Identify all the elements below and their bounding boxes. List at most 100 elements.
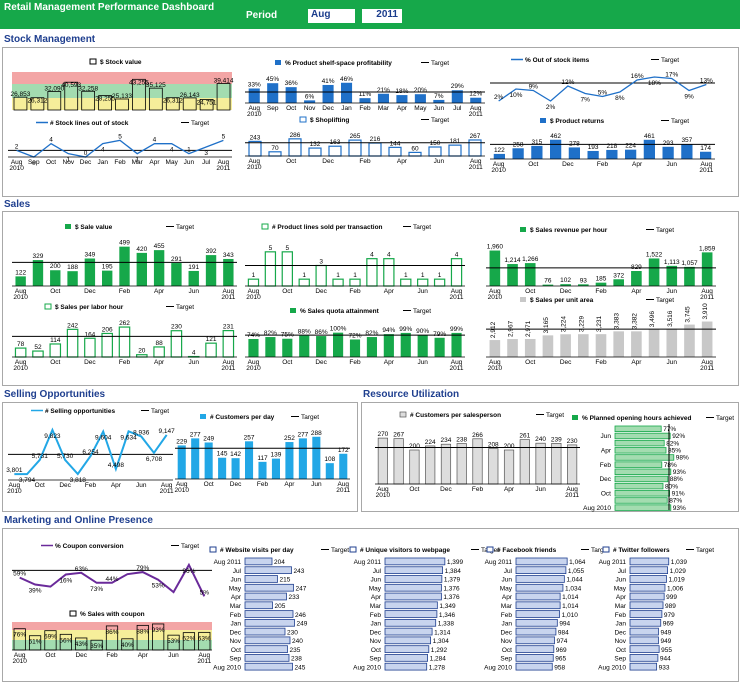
cust_salesperson-data-label: 234: [441, 437, 452, 444]
cust_salesperson-bar: [535, 442, 546, 485]
stock-value-bar: [30, 97, 45, 111]
sales_labor-x-tick: Apr: [154, 359, 165, 366]
twitter-data-label: 1,039: [671, 559, 688, 566]
lines_per_trans-bar: [247, 278, 260, 287]
unique_visitors-category-label: Aug 2011: [354, 559, 382, 566]
website-data-label: 238: [291, 656, 302, 663]
rev_per_hour-x-year-first: 2010: [488, 294, 503, 301]
coupon_conv-legend-label: % Coupon conversion: [55, 543, 124, 550]
facebook-bar: [515, 592, 561, 601]
per_area-x-tick: Feb: [595, 359, 607, 366]
unique_visitors-bar: [384, 592, 442, 601]
website-bar: [244, 583, 294, 592]
rev_per_hour-data-label: 1,859: [699, 245, 716, 252]
lines_oos-data-label: 4: [153, 137, 157, 144]
sale_value-data-label: 188: [67, 264, 78, 271]
cust_salesperson-bar: [440, 443, 452, 485]
website-data-label: 230: [287, 629, 298, 636]
shelf_profit-data-label: 20%: [414, 87, 427, 94]
stock-value-data-label: 25,133: [112, 93, 132, 100]
per_area-bar: [613, 331, 624, 357]
quota-bar: [333, 332, 344, 357]
quota-bar: [316, 336, 327, 357]
out_of_stock-data-label: 7%: [580, 97, 590, 104]
sale_value-target-legend-label: Target: [176, 224, 194, 231]
selling_opps-data-label: 3,818: [70, 477, 87, 484]
sale_value-bar: [171, 263, 182, 286]
unique_visitors-data-label: 1,278: [429, 664, 446, 671]
sale_value-bar: [136, 252, 147, 286]
sales_coupon-legend-swatch: [69, 610, 77, 617]
facebook-bar: [515, 566, 567, 575]
rev_per_hour-x-year-last: 2011: [700, 294, 714, 301]
out_of_stock-data-label: 17%: [665, 72, 678, 79]
selling_opps-target-legend-label: Target: [151, 408, 169, 415]
website-category-label: Jun: [231, 577, 242, 584]
sales_labor-data-label: 121: [206, 336, 217, 343]
website-data-label: 215: [280, 577, 291, 584]
out_of_stock-data-label: 10%: [509, 92, 522, 99]
twitter-data-label: 955: [661, 647, 672, 654]
unique_visitors-bar: [384, 654, 428, 662]
customers_day-bar: [325, 463, 334, 479]
twitter-bar: [629, 645, 660, 653]
sales_labor-bar: [66, 328, 79, 358]
returns-data-label: 224: [625, 143, 636, 150]
year-selector[interactable]: 2011: [362, 9, 402, 23]
opening_hours-category-label: Feb: [600, 462, 612, 469]
lines_oos-x-tick: Sep: [28, 159, 40, 166]
rev_per_hour-x-tick: Apr: [631, 288, 642, 295]
coupon_conv-data-label: 59%: [13, 571, 26, 578]
unique_visitors-category-label: Oct: [371, 647, 381, 654]
opening_hours-bar: [614, 468, 672, 475]
sale_value-data-label: 499: [119, 240, 130, 247]
shelf_profit-bar: [470, 97, 482, 103]
lines_per_trans-x-tick: Feb: [349, 288, 361, 295]
stock-value-data-label: 26,853: [11, 91, 31, 98]
per_area-bar: [631, 331, 642, 357]
selling_opps-data-label: 3,794: [19, 477, 36, 484]
customers_day-legend-label: # Customers per day: [210, 414, 275, 421]
unique_visitors-category-label: Dec: [369, 629, 381, 636]
stock-value-bar: [81, 90, 96, 111]
website-category-label: Aug 2010: [213, 664, 241, 671]
returns-x-year-first: 2010: [491, 167, 506, 174]
returns-bar: [606, 149, 618, 159]
per_area-data-label: 3,231: [596, 315, 603, 332]
quota-x-tick: Apr: [384, 359, 395, 366]
shelf_profit-data-label: 29%: [451, 83, 464, 90]
sale_value-data-label: 392: [206, 248, 217, 255]
month-selector[interactable]: Aug: [308, 9, 355, 23]
unique_visitors-data-label: 1,304: [433, 638, 450, 645]
rev_per_hour-legend-label: $ Sales revenue per hour: [530, 227, 608, 234]
shoplifting-x-tick: Oct: [286, 158, 296, 165]
per_area-data-label: 3,496: [649, 311, 656, 328]
per_area-bar: [560, 334, 571, 357]
shelf_profit-x-year-first: 2010: [247, 111, 262, 118]
twitter-category-label: Oct: [616, 647, 626, 654]
sales_labor-legend-label: $ Sales per labor hour: [55, 304, 124, 311]
sales_labor-x-tick: Feb: [119, 359, 131, 366]
selling_opps-data-label: 5,731: [32, 453, 49, 460]
quota-bar: [248, 338, 259, 357]
website-data-label: 205: [275, 603, 286, 610]
sales_coupon-x-tick: Dec: [75, 652, 87, 659]
cust_salesperson-data-label: 267: [393, 432, 404, 439]
cust_salesperson-bar: [472, 438, 483, 485]
customers_day-x-year-last: 2011: [336, 487, 350, 494]
out_of_stock-data-label: 9%: [529, 84, 539, 91]
unique_visitors-bar: [384, 645, 430, 653]
twitter-category-label: Aug 2010: [598, 664, 626, 671]
stock-panel: [2, 47, 739, 197]
rev_per_hour-bar: [595, 282, 607, 286]
opening_hours-category-label: Apr: [601, 448, 612, 455]
shelf_profit-bar: [451, 90, 463, 103]
cust_salesperson-x-tick: Dec: [440, 486, 452, 493]
sales-coupon-data-label: 86%: [105, 629, 118, 636]
shelf_profit-x-tick: Sep: [267, 105, 279, 112]
cust_salesperson-bar: [409, 449, 420, 485]
facebook-data-label: 974: [557, 638, 568, 645]
lines_oos-x-tick: Jun: [184, 159, 195, 166]
facebook-data-label: 1,044: [566, 577, 583, 584]
shoplifting-x-tick: Apr: [397, 158, 408, 165]
